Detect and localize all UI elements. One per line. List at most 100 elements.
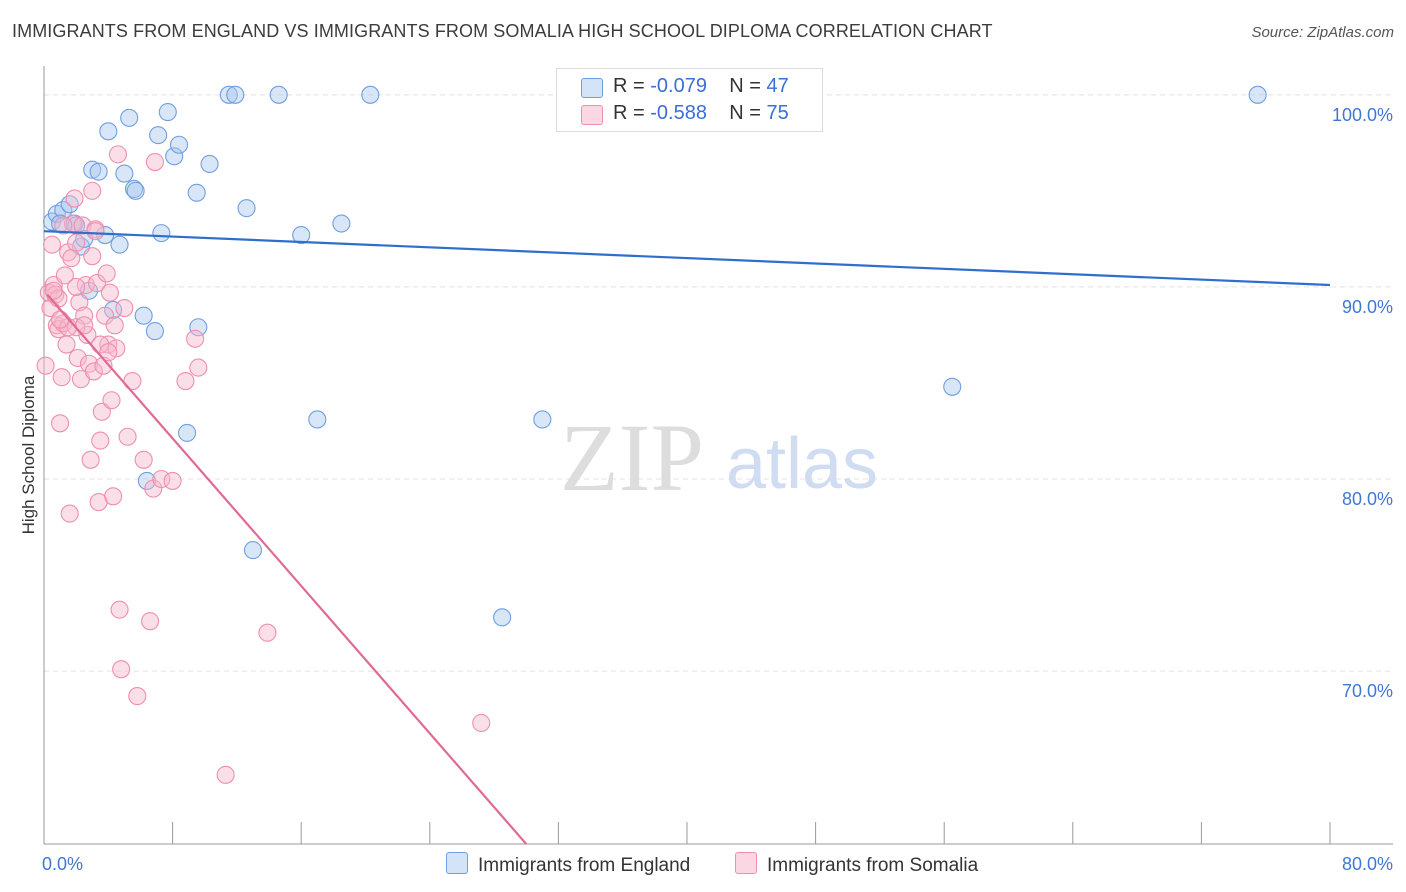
r-value: -0.588 xyxy=(650,102,707,124)
data-point-somalia xyxy=(99,343,118,362)
data-point-somalia xyxy=(83,247,102,266)
legend-item-somalia[interactable]: Immigrants from Somalia xyxy=(735,852,978,877)
data-point-somalia xyxy=(128,687,147,706)
data-point-somalia xyxy=(57,335,76,354)
data-point-england xyxy=(178,423,197,442)
data-point-somalia xyxy=(186,329,205,348)
y-tick-label: 100.0% xyxy=(1332,105,1393,125)
data-point-england xyxy=(493,608,512,627)
data-point-somalia xyxy=(94,356,113,375)
legend-label-somalia: Immigrants from Somalia xyxy=(767,855,979,876)
data-point-england xyxy=(361,85,380,104)
data-point-somalia xyxy=(91,431,110,450)
data-point-england xyxy=(99,122,118,141)
data-point-england xyxy=(158,103,177,122)
data-point-england xyxy=(120,108,139,127)
data-point-england xyxy=(187,183,206,202)
data-point-england xyxy=(60,195,79,214)
data-point-england xyxy=(83,160,102,179)
data-point-somalia xyxy=(67,277,86,296)
data-point-somalia xyxy=(152,469,171,489)
data-point-somalia xyxy=(97,264,116,283)
data-point-somalia xyxy=(115,298,134,318)
data-point-england xyxy=(219,85,238,104)
data-point-somalia xyxy=(84,362,103,381)
data-point-somalia xyxy=(472,713,491,733)
data-point-somalia xyxy=(70,293,89,312)
data-point-somalia xyxy=(52,368,71,387)
data-point-somalia xyxy=(54,216,73,235)
data-point-somalia xyxy=(62,249,81,268)
england-swatch xyxy=(581,78,603,98)
data-point-somalia xyxy=(145,152,164,172)
data-point-england xyxy=(152,224,171,243)
n-value: 47 xyxy=(766,75,789,97)
legend-swatch-somalia xyxy=(735,852,757,874)
data-point-england xyxy=(110,235,129,254)
data-points xyxy=(36,85,1267,784)
data-point-somalia xyxy=(105,316,124,335)
legend-swatch-england xyxy=(446,852,468,874)
data-point-somalia xyxy=(60,504,79,523)
data-point-england xyxy=(126,181,145,200)
n-label: N = xyxy=(729,75,761,97)
data-point-somalia xyxy=(92,402,111,421)
r-value: -0.079 xyxy=(650,75,707,97)
data-point-somalia xyxy=(65,189,84,208)
n-label: N = xyxy=(729,102,761,124)
data-point-england xyxy=(332,214,351,233)
y-tick-label: 80.0% xyxy=(1342,489,1393,509)
trend-line-somalia xyxy=(46,293,528,845)
data-point-england xyxy=(533,410,552,429)
n-value: 75 xyxy=(766,102,789,124)
y-tick-label: 90.0% xyxy=(1342,297,1393,317)
data-point-england xyxy=(308,410,327,429)
data-point-somalia xyxy=(87,274,107,293)
legend-item-england[interactable]: Immigrants from England xyxy=(446,852,690,877)
y-tick-label: 70.0% xyxy=(1342,681,1393,701)
data-point-somalia xyxy=(189,358,208,377)
data-point-somalia xyxy=(36,356,55,375)
tick-labels: 100.0% 90.0% 80.0% 70.0% 0.0% 80.0% xyxy=(42,105,1393,874)
data-point-somalia xyxy=(104,487,123,506)
data-point-england xyxy=(145,322,164,341)
trend-line-england xyxy=(43,230,1331,287)
data-point-somalia xyxy=(141,612,160,631)
chart-title: IMMIGRANTS FROM ENGLAND VS IMMIGRANTS FR… xyxy=(12,21,993,41)
data-point-somalia xyxy=(134,450,153,469)
data-point-somalia xyxy=(55,266,74,285)
axes xyxy=(43,66,1393,845)
data-point-england xyxy=(200,154,219,174)
data-point-england xyxy=(169,135,189,154)
data-point-somalia xyxy=(51,310,70,329)
data-point-england xyxy=(269,85,288,104)
data-point-somalia xyxy=(86,222,105,241)
data-point-somalia xyxy=(44,281,63,300)
watermark-atlas: atlas xyxy=(726,424,878,504)
data-point-somalia xyxy=(42,235,62,254)
source-label: Source: ZipAtlas.com xyxy=(1251,24,1394,41)
data-point-england xyxy=(137,471,156,490)
data-point-somalia xyxy=(258,623,277,642)
data-point-england xyxy=(134,306,153,325)
data-point-somalia xyxy=(67,233,86,252)
r-label: R = xyxy=(613,102,645,124)
data-point-england xyxy=(115,164,134,183)
data-point-england xyxy=(292,225,311,245)
data-point-somalia xyxy=(112,660,131,679)
data-point-england xyxy=(226,85,245,104)
data-point-somalia xyxy=(216,765,235,784)
data-point-england xyxy=(149,126,168,145)
data-point-somalia xyxy=(110,600,129,619)
data-point-england xyxy=(189,318,208,337)
data-point-somalia xyxy=(176,371,195,391)
trend-lines xyxy=(43,230,1331,845)
data-point-england xyxy=(165,147,184,166)
data-point-somalia xyxy=(81,450,100,469)
data-point-england xyxy=(1248,85,1267,104)
data-point-somalia xyxy=(83,181,102,200)
data-point-england xyxy=(237,199,256,218)
data-point-somalia xyxy=(68,348,87,368)
somalia-swatch xyxy=(581,105,603,125)
